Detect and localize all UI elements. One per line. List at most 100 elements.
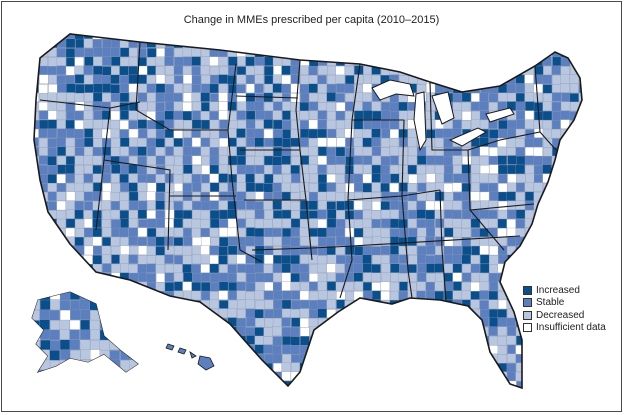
county-cell (353, 371, 363, 381)
county-cell (263, 264, 273, 274)
county-cell (497, 381, 508, 388)
county-cell (461, 218, 472, 229)
county-cell (183, 236, 193, 246)
county-cell (507, 272, 517, 283)
county-cell (59, 369, 71, 372)
county-cell (291, 300, 301, 310)
county-cell (371, 227, 382, 238)
county-cell (34, 173, 39, 183)
county-cell (344, 354, 355, 364)
county-cell (398, 309, 408, 319)
county-cell (524, 191, 535, 202)
county-cell (443, 308, 453, 318)
county-cell (34, 47, 40, 58)
county-cell (119, 92, 130, 103)
county-cell (83, 273, 94, 283)
county-cell (264, 137, 274, 148)
county-cell (56, 380, 66, 388)
county-cell (300, 371, 310, 381)
county-cell (552, 236, 562, 246)
county-grid (34, 34, 582, 399)
county-cell (471, 362, 481, 373)
county-cell (128, 326, 138, 336)
county-cell (38, 236, 48, 246)
county-cell (569, 371, 579, 382)
county-cell (138, 200, 148, 211)
county-cell (525, 39, 535, 49)
county-cell (452, 146, 462, 156)
county-cell (290, 237, 300, 247)
county-cell (174, 245, 184, 256)
county-cell (336, 336, 346, 346)
county-cell (120, 292, 131, 301)
county-cell (534, 362, 544, 372)
county-cell (389, 318, 399, 328)
county-cell (129, 137, 139, 147)
county-cell (48, 84, 58, 94)
county-cell (345, 48, 355, 58)
county-cell (506, 191, 516, 201)
county-cell (416, 371, 426, 382)
county-cell (336, 128, 346, 139)
map-title: Change in MMEs prescribed per capita (20… (183, 14, 440, 26)
county-cell (570, 200, 580, 210)
county-cell (461, 75, 472, 85)
county-cell (551, 209, 562, 220)
county-cell (245, 218, 256, 228)
county-cell (272, 326, 282, 336)
county-cell (371, 146, 382, 156)
county-cell (407, 264, 417, 274)
county-cell (290, 137, 300, 148)
county-cell (452, 74, 462, 84)
county-cell (138, 272, 148, 282)
county-cell (255, 93, 265, 103)
county-cell (551, 119, 562, 130)
county-cell (578, 380, 582, 388)
county-cell (470, 345, 480, 355)
county-cell (417, 318, 427, 328)
county-cell (236, 318, 247, 328)
county-cell (128, 56, 139, 67)
county-cell (308, 191, 319, 202)
county-cell (246, 390, 255, 399)
county-cell (191, 174, 201, 184)
county-cell (59, 292, 71, 301)
county-cell (129, 369, 138, 372)
county-cell (32, 309, 40, 321)
county-cell (380, 209, 391, 220)
county-cell (228, 290, 238, 301)
county-cell (272, 110, 282, 120)
county-cell (39, 282, 49, 292)
county-cell (578, 254, 582, 264)
county-cell (200, 146, 211, 156)
county-cell (164, 362, 174, 372)
county-cell (128, 83, 138, 93)
county-cell (416, 38, 427, 48)
county-cell (398, 38, 409, 48)
county-cell (443, 128, 453, 138)
county-cell (489, 191, 499, 201)
county-cell (335, 345, 346, 355)
county-cell (389, 380, 399, 388)
county-cell (290, 345, 300, 355)
county-cell (218, 83, 228, 94)
county-cell (182, 335, 193, 345)
county-cell (444, 362, 454, 372)
county-cell (417, 362, 427, 372)
county-cell (245, 66, 256, 76)
county-cell (102, 119, 112, 129)
county-cell (488, 47, 498, 58)
county-cell (75, 363, 85, 373)
county-cell (317, 209, 327, 219)
county-cell (74, 164, 84, 175)
county-cell (434, 209, 444, 220)
county-cell (407, 146, 418, 157)
county-cell (362, 110, 373, 120)
county-cell (380, 245, 391, 255)
county-cell (93, 47, 103, 57)
county-cell (146, 155, 157, 166)
county-cell (120, 218, 130, 228)
county-cell (246, 273, 256, 283)
county-cell (66, 390, 75, 399)
